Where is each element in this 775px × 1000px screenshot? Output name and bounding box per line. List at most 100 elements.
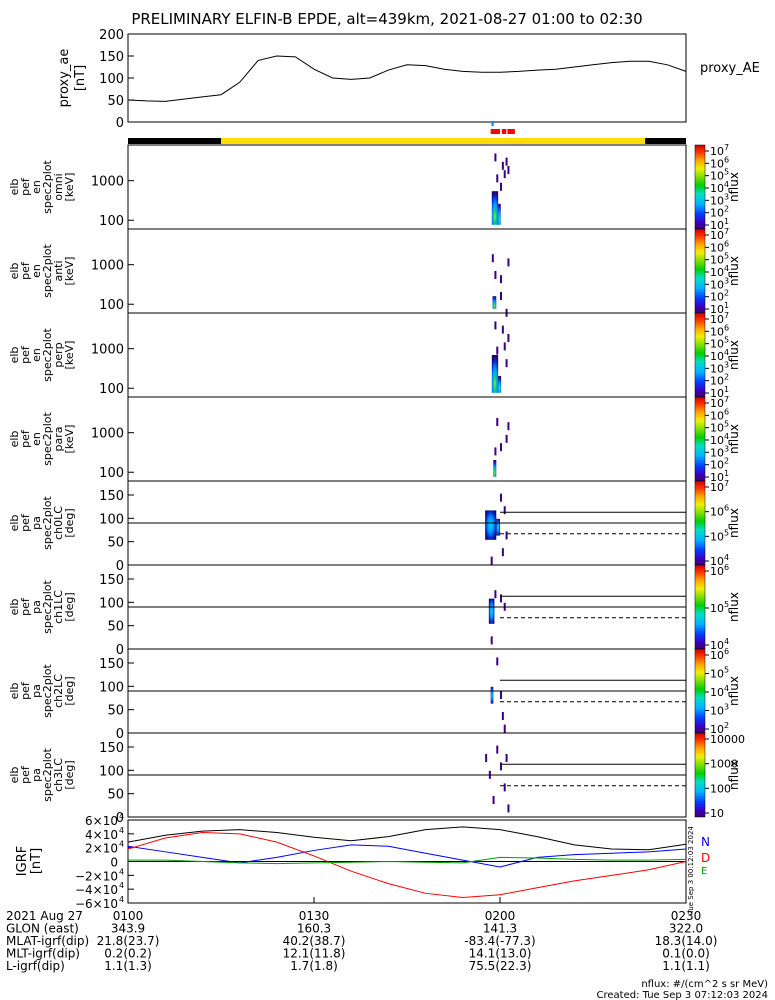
colorbar-tick-label: 10: [710, 362, 724, 375]
colorbar-tick-label: 10: [710, 446, 724, 459]
spectrogram-flux-pixel: [500, 182, 502, 191]
colorbar-tick-exponent: 6: [724, 647, 729, 656]
colorbar-tick-exponent: 4: [724, 637, 729, 646]
spectrogram-ylabel: pef: [19, 597, 32, 616]
spectrogram-flux-region: [498, 203, 501, 225]
colorbar-tick-exponent: 5: [724, 252, 729, 261]
colorbar-tick-exponent: 1: [724, 385, 729, 394]
spectrogram-ytick-label: 50: [107, 704, 124, 719]
spectrogram-ylabel: spec2plot: [41, 496, 54, 550]
spectrogram-ylabel: elb: [8, 599, 21, 616]
igrf-ylabel: IGRF: [15, 846, 30, 876]
spectrogram-ylabel: elb: [8, 683, 21, 700]
footer-row-value: 322.0: [669, 922, 703, 936]
colorbar-tick-label: 100: [710, 782, 731, 795]
state-bar-red-mark: [490, 129, 500, 134]
spectrogram-ytick-label: 100: [99, 214, 124, 229]
colorbar-tick-exponent: 5: [724, 600, 729, 609]
colorbar-tick-label: 10000: [710, 733, 745, 746]
spectrogram-ylabel: omni: [52, 173, 65, 200]
colorbar-tick-exponent: 3: [724, 703, 729, 712]
igrf-legend-n: N: [701, 835, 710, 849]
igrf-ytick-exponent: 4: [119, 867, 124, 876]
spectrogram-ylabel: ch3LC: [52, 758, 65, 792]
colorbar-tick-label: 10: [710, 241, 724, 254]
spectrogram-flux-pixel: [505, 531, 508, 540]
colorbar-tick-label: 10: [710, 375, 724, 388]
colorbar-tick-label: 10: [710, 325, 724, 338]
colorbar-tick-label: 10: [710, 506, 724, 519]
spectrogram-ytick-label: 100: [99, 512, 124, 527]
spectrogram-flux-pixel: [505, 359, 508, 368]
spectrogram-flux-pixel: [501, 325, 504, 334]
spectrogram-ylabel: pa: [30, 768, 43, 782]
spectrogram-flux-region: [485, 510, 497, 540]
plot-title: PRELIMINARY ELFIN-B EPDE, alt=439km, 202…: [131, 10, 642, 28]
footer-row-value: 343.9: [111, 922, 145, 936]
colorbar-tick-label: 10: [710, 254, 724, 267]
footer-row-value: 0.1(0.0): [662, 947, 710, 961]
footer-row-value: 1.1(1.3): [104, 959, 152, 973]
colorbar-label: nflux: [727, 508, 741, 538]
spectrogram-flux-pixel: [492, 796, 495, 804]
spectrogram-ylabel: en: [30, 348, 43, 362]
spectrogram-ylabel: pef: [19, 429, 32, 448]
colorbar: [694, 648, 706, 734]
colorbar-tick-exponent: 2: [724, 289, 729, 298]
igrf-ytick-label: −2×10: [75, 869, 118, 883]
spectrogram-flux-pixel: [503, 342, 506, 351]
spectrogram-flux-pixel: [507, 334, 510, 342]
proxy-ae-ylabel: proxy_ae: [57, 49, 72, 108]
colorbar: [694, 480, 706, 566]
colorbar-tick-label: 10: [710, 471, 724, 484]
colorbar-tick-label: 10: [710, 194, 724, 207]
spectrogram-flux-pixel: [496, 657, 499, 666]
colorbar-tick-label: 10: [710, 338, 724, 351]
spectrogram-frame: [127, 396, 687, 482]
spectrogram-flux-region: [498, 376, 502, 393]
colorbar-tick-label: 10: [710, 313, 724, 326]
spectrogram-flux-pixel: [500, 292, 502, 300]
units-note: nflux: #/(cm^2 s sr MeV): [641, 979, 768, 990]
igrf-ytick-label: 2×10: [85, 842, 118, 856]
proxy-ae-ytick-label: 50: [107, 94, 124, 109]
spectrogram-ytick-label: 50: [107, 620, 124, 635]
spectrogram-flux-region: [488, 598, 495, 624]
colorbar-tick-label: 10: [710, 705, 724, 718]
spectrogram-ytick-label: 150: [99, 489, 124, 504]
spectrogram-flux-pixel: [500, 443, 502, 452]
spectrogram-flux-pixel: [494, 447, 497, 456]
spectrogram-flux-pixel: [494, 271, 497, 279]
footer-row-value: 40.2(38.7): [283, 934, 346, 948]
spectrogram-flux-pixel: [496, 174, 499, 183]
colorbar-tick-exponent: 3: [724, 192, 729, 201]
spectrogram-ylabel: [keV]: [63, 341, 76, 370]
spectrogram-flux-pixel: [507, 166, 510, 174]
spectrogram-ytick-label: 50: [107, 788, 124, 803]
colorbar-tick-label: 10: [710, 409, 724, 422]
colorbar-tick-exponent: 7: [724, 395, 729, 404]
colorbar-tick-exponent: 4: [724, 348, 729, 357]
spectrogram-ytick-label: 0: [116, 811, 124, 826]
spectrogram-flux-pixel: [503, 724, 506, 733]
colorbar-tick-exponent: 3: [724, 444, 729, 453]
colorbar-tick-exponent: 2: [724, 205, 729, 214]
colorbar-tick-exponent: 1: [724, 217, 729, 226]
spectrogram-ylabel: pa: [30, 684, 43, 698]
spectrogram-ytick-label: 0: [116, 643, 124, 658]
spectrogram-ylabel: perp: [52, 342, 65, 367]
colorbar: [694, 732, 706, 818]
colorbar-tick-exponent: 6: [724, 323, 729, 332]
state-bar-segment: [128, 138, 221, 144]
colorbar-tick-label: 10: [710, 530, 724, 543]
proxy-ae-ytick-label: 200: [99, 28, 124, 43]
colorbar: [694, 312, 706, 398]
spectrogram-ytick-label: 150: [99, 741, 124, 756]
igrf-legend-e: E: [701, 866, 707, 877]
colorbar-tick-exponent: 5: [724, 336, 729, 345]
spectrogram-flux-pixel: [500, 691, 502, 699]
colorbar: [694, 396, 706, 482]
spectrogram-ylabel: pef: [19, 261, 32, 280]
colorbar-tick-exponent: 7: [724, 227, 729, 236]
